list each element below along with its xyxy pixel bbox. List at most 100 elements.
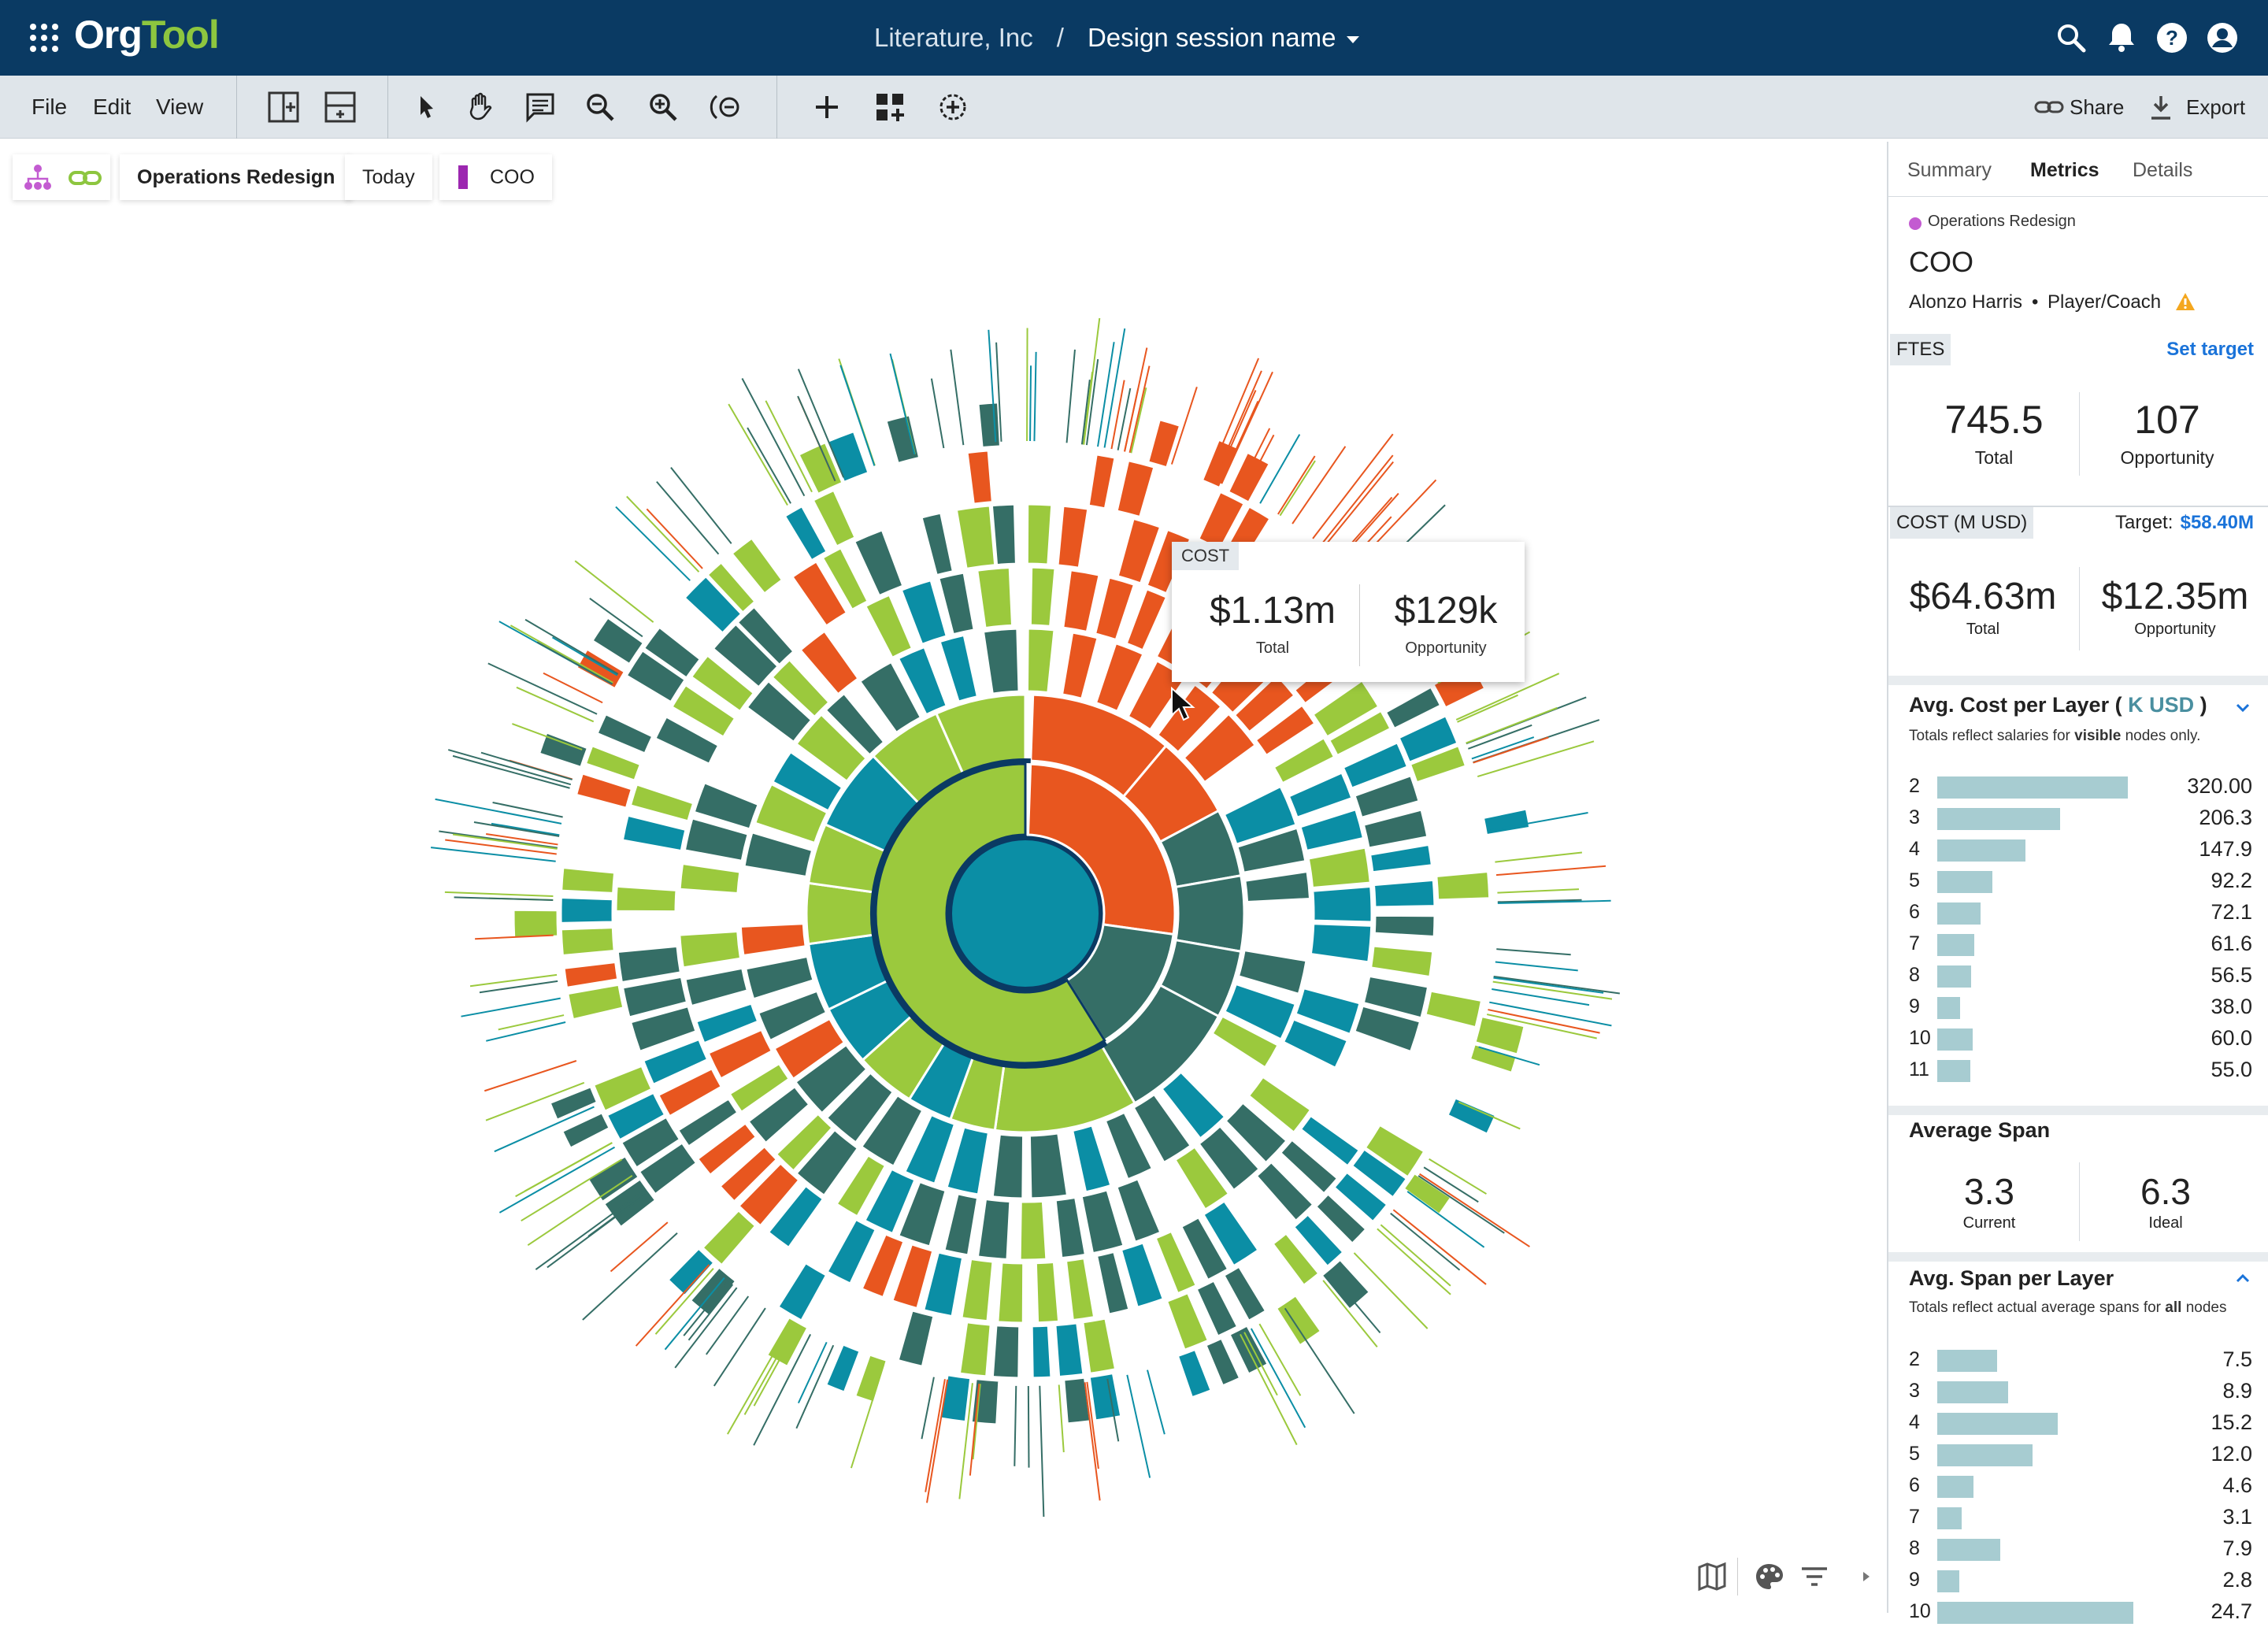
sunburst-node[interactable]: [1176, 876, 1244, 952]
sunburst-node[interactable]: [1321, 1259, 1369, 1310]
sunburst-node[interactable]: [806, 883, 874, 943]
zoom-out-icon[interactable]: [580, 87, 621, 128]
sunburst-node[interactable]: [680, 932, 741, 968]
sunburst-node[interactable]: [561, 897, 613, 923]
menu-file[interactable]: File: [32, 93, 67, 121]
export-button[interactable]: Export: [2186, 93, 2245, 121]
apps-grid-icon[interactable]: [30, 24, 58, 52]
bell-icon[interactable]: [2101, 17, 2142, 58]
sunburst-node[interactable]: [1148, 420, 1180, 468]
cost-target-value[interactable]: $58.40M: [2181, 512, 2254, 534]
sunburst-node[interactable]: [746, 956, 813, 999]
sunburst-node[interactable]: [1374, 915, 1435, 936]
sunburst-node[interactable]: [1073, 1125, 1111, 1192]
sunburst-node[interactable]: [561, 868, 615, 894]
sunburst-node[interactable]: [978, 402, 1000, 448]
sunburst-node[interactable]: [1058, 506, 1088, 568]
sunburst-node[interactable]: [1055, 1323, 1084, 1377]
sunburst-node[interactable]: [947, 1127, 988, 1195]
sunburst-node[interactable]: [622, 815, 686, 851]
sunburst-node[interactable]: [1126, 589, 1166, 650]
sunburst-node[interactable]: [1177, 1349, 1211, 1397]
split-horizontal-icon[interactable]: [320, 87, 361, 128]
palette-icon[interactable]: [1753, 1561, 1784, 1592]
share-button[interactable]: Share: [2070, 93, 2124, 121]
sunburst-node[interactable]: [977, 567, 1013, 628]
sunburst-node[interactable]: [513, 910, 558, 938]
sunburst-node[interactable]: [983, 628, 1019, 694]
sunburst-node[interactable]: [597, 714, 653, 754]
org-sunburst-chart[interactable]: [0, 142, 1887, 1613]
menu-edit[interactable]: Edit: [93, 93, 131, 121]
download-icon[interactable]: [2145, 87, 2177, 128]
sunburst-node[interactable]: [944, 1194, 978, 1255]
map-icon[interactable]: [1696, 1561, 1728, 1592]
account-icon[interactable]: [2202, 17, 2243, 58]
sunburst-node[interactable]: [1062, 632, 1099, 699]
sunburst-node[interactable]: [740, 924, 806, 956]
sunburst-node[interactable]: [616, 886, 676, 911]
add-icon[interactable]: [806, 87, 847, 128]
sunburst-node[interactable]: [767, 1318, 808, 1367]
session-name[interactable]: Design session name: [1088, 23, 1336, 52]
sunburst-node[interactable]: [998, 1262, 1024, 1323]
sunburst-node[interactable]: [1055, 1197, 1085, 1258]
sunburst-node[interactable]: [539, 732, 588, 767]
tab-summary[interactable]: Summary: [1907, 158, 1992, 183]
sunburst-node[interactable]: [1063, 570, 1099, 632]
sunburst-node[interactable]: [991, 504, 1016, 565]
sunburst-node[interactable]: [1228, 452, 1270, 502]
sunburst-node[interactable]: [564, 962, 618, 988]
sunburst-node[interactable]: [680, 863, 740, 893]
sunburst-node[interactable]: [1020, 1201, 1047, 1260]
root-node[interactable]: [950, 838, 1101, 989]
company-name[interactable]: Literature, Inc: [874, 23, 1033, 52]
sunburst-node[interactable]: [1288, 773, 1352, 817]
sunburst-node[interactable]: [1032, 1325, 1051, 1378]
sunburst-node[interactable]: [939, 635, 977, 702]
sunburst-node[interactable]: [1117, 1179, 1161, 1242]
sunburst-node[interactable]: [550, 1087, 597, 1121]
help-icon[interactable]: ?: [2151, 17, 2192, 58]
chevron-down-icon[interactable]: [2233, 698, 2252, 717]
search-icon[interactable]: [2051, 17, 2092, 58]
sunburst-node[interactable]: [1483, 809, 1529, 836]
menu-view[interactable]: View: [156, 93, 203, 121]
add-widget-icon[interactable]: [869, 87, 910, 128]
zoom-fit-icon[interactable]: [706, 87, 747, 128]
sunburst-node[interactable]: [585, 746, 640, 780]
sunburst-node[interactable]: [1117, 461, 1154, 517]
zoom-in-icon[interactable]: [643, 87, 684, 128]
sunburst-node[interactable]: [1310, 924, 1371, 962]
tab-details[interactable]: Details: [2133, 158, 2192, 183]
sunburst-node[interactable]: [1277, 1295, 1321, 1346]
add-node-icon[interactable]: [932, 87, 973, 128]
warning-icon[interactable]: [2175, 291, 2196, 312]
link-icon[interactable]: [2033, 87, 2065, 128]
sunburst-node[interactable]: [898, 1310, 934, 1366]
sunburst-node[interactable]: [561, 928, 614, 956]
chevron-up-icon[interactable]: [2233, 1269, 2252, 1288]
sunburst-node[interactable]: [1095, 577, 1135, 640]
sunburst-node[interactable]: [1374, 880, 1435, 907]
sunburst-node[interactable]: [855, 1355, 888, 1403]
sunburst-node[interactable]: [702, 1210, 756, 1266]
sunburst-node[interactable]: [1064, 1377, 1091, 1424]
split-vertical-icon[interactable]: [263, 87, 304, 128]
sunburst-node[interactable]: [962, 1259, 993, 1321]
sunburst-node[interactable]: [1081, 1190, 1124, 1254]
sunburst-node[interactable]: [865, 595, 913, 658]
hand-pan-icon[interactable]: [460, 87, 501, 128]
sunburst-node[interactable]: [886, 415, 920, 464]
sunburst-node[interactable]: [1308, 847, 1370, 888]
sunburst-node[interactable]: [1300, 810, 1363, 851]
sunburst-node[interactable]: [1088, 454, 1115, 509]
app-logo[interactable]: OrgTool: [74, 9, 219, 60]
sunburst-node[interactable]: [568, 984, 624, 1019]
sunburst-node[interactable]: [1089, 1373, 1121, 1420]
sunburst-node[interactable]: [992, 1134, 1023, 1199]
sunburst-node[interactable]: [1425, 991, 1482, 1028]
sunburst-node[interactable]: [576, 773, 632, 808]
sunburst-node[interactable]: [778, 1263, 827, 1321]
pointer-icon[interactable]: [405, 87, 446, 128]
